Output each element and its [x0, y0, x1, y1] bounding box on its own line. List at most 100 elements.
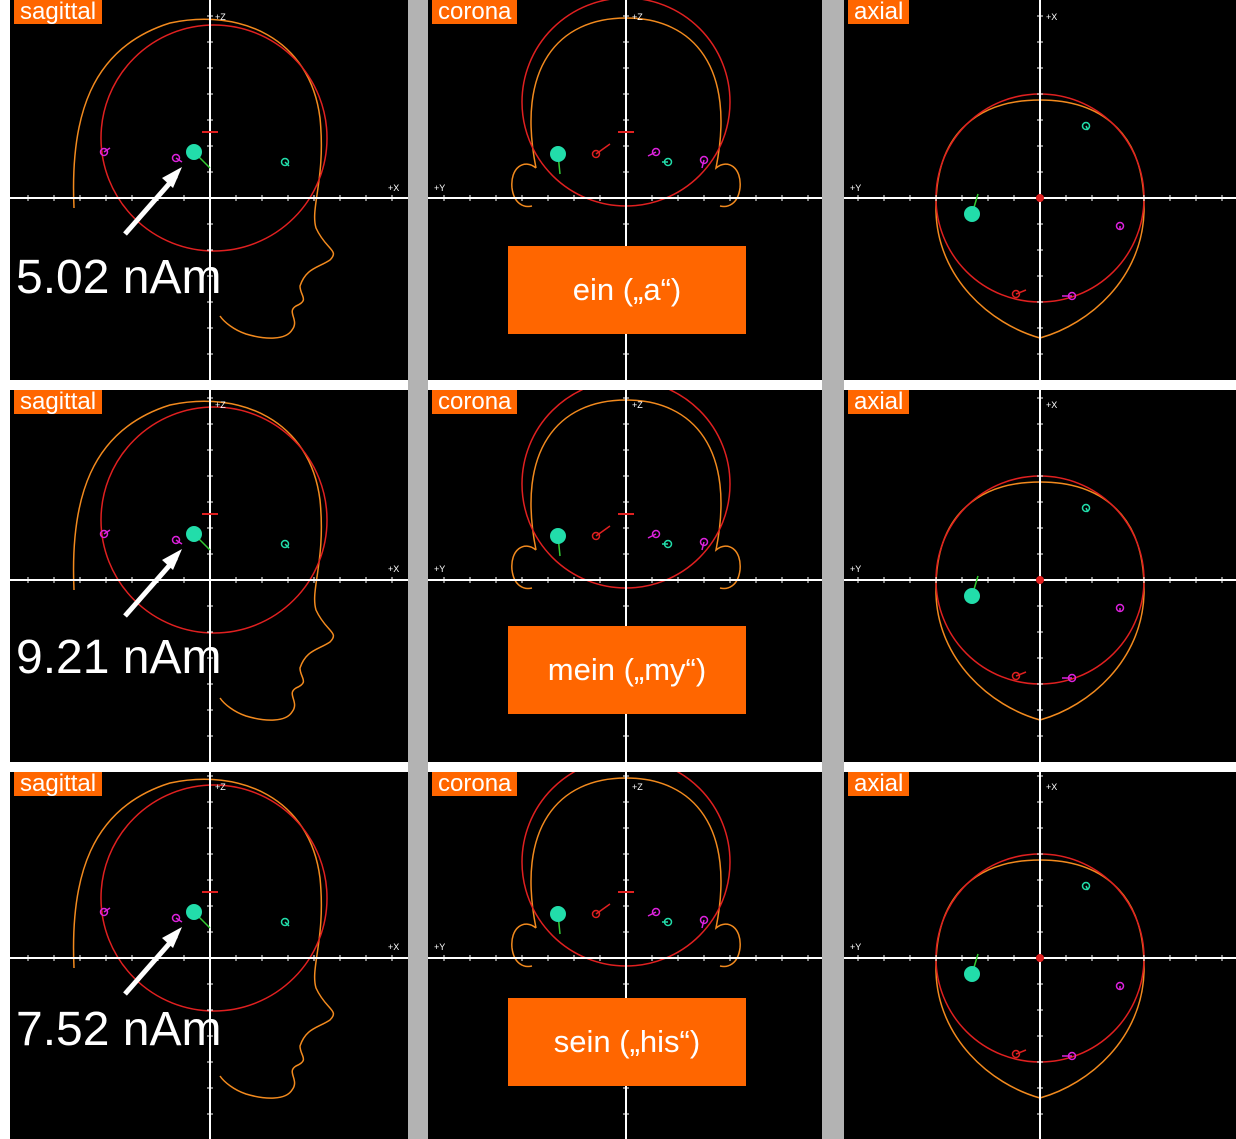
- coronal-panel: corona +Z +Y mein („my“): [428, 390, 822, 762]
- pointer-arrow: [123, 174, 178, 236]
- dipole-marker: [1011, 1049, 1021, 1059]
- dipole-marker: [651, 907, 661, 917]
- view-label: axial: [848, 390, 910, 414]
- axis-label-left: +Y: [434, 942, 446, 952]
- pointer-arrow: [123, 556, 178, 618]
- dipole-orientation-line: [595, 143, 611, 155]
- column-separator: [822, 0, 844, 1139]
- dipole-marker: [699, 915, 709, 925]
- sphere-center-marker: [1036, 576, 1044, 584]
- dipole-marker: [699, 155, 709, 165]
- axial-panel: axial +X +Y: [844, 772, 1236, 1139]
- sphere-center-marker: [1036, 194, 1044, 202]
- pointer-arrow-head: [162, 167, 182, 188]
- main-dipole: [550, 146, 566, 162]
- dipole-marker: [591, 531, 601, 541]
- dipole-orientation-line: [284, 921, 290, 927]
- dipole-orientation-line: [647, 151, 657, 157]
- main-dipole: [550, 528, 566, 544]
- view-label: sagittal: [14, 772, 103, 796]
- dipole-marker: [99, 147, 109, 157]
- pointer-arrow: [123, 934, 178, 996]
- axial-panel: axial +X +Y: [844, 390, 1236, 762]
- dipole-marker: [1067, 291, 1077, 301]
- dipole-orientation-line: [1015, 1049, 1027, 1055]
- dipole-orientation-line: [647, 533, 657, 539]
- dipole-moment-value: 7.52 nAm: [16, 1003, 222, 1056]
- word-condition-box: sein („his“): [508, 998, 746, 1086]
- pointer-arrow-head: [162, 927, 182, 948]
- dipole-orientation-line: [1015, 289, 1027, 295]
- dipole-marker: [591, 909, 601, 919]
- dipole-marker: [171, 535, 181, 545]
- head-sphere-model: [100, 24, 328, 252]
- head-outline: [935, 99, 1145, 339]
- head-outline: [935, 859, 1145, 1099]
- sagittal-plot: [10, 390, 408, 762]
- head-outline: [72, 18, 335, 339]
- dipole-marker: [171, 153, 181, 163]
- axis-label-top: +X: [1046, 782, 1058, 792]
- dipole-marker: [280, 917, 290, 927]
- axial-plot: [844, 390, 1236, 762]
- head-outline: [511, 17, 741, 208]
- main-dipole: [964, 588, 980, 604]
- view-label: corona: [432, 0, 518, 24]
- dipole-marker: [651, 529, 661, 539]
- axis-label-top: +Z: [215, 782, 226, 792]
- dipole-marker: [280, 157, 290, 167]
- view-label: sagittal: [14, 390, 103, 414]
- dipole-marker: [1115, 221, 1125, 231]
- sagittal-plot: [10, 772, 408, 1139]
- main-dipole: [550, 906, 566, 922]
- coronal-panel: corona +Z +Y ein („a“): [428, 0, 822, 380]
- view-label: axial: [848, 772, 910, 796]
- dipole-orientation-line: [647, 911, 657, 917]
- dipole-marker: [1011, 671, 1021, 681]
- axis-label-right: +X: [388, 942, 400, 952]
- dipole-marker: [1067, 673, 1077, 683]
- dipole-marker: [1081, 503, 1091, 513]
- dipole-marker: [1011, 289, 1021, 299]
- dipole-marker: [663, 917, 673, 927]
- axial-panel: axial +X +Y: [844, 0, 1236, 380]
- head-outline: [935, 481, 1145, 721]
- axis-label-top: +Z: [632, 782, 643, 792]
- dipole-marker: [1067, 1051, 1077, 1061]
- dipole-orientation-line: [595, 903, 611, 915]
- head-outline: [72, 778, 335, 1099]
- dipole-marker: [1081, 881, 1091, 891]
- dipole-marker: [663, 157, 673, 167]
- dipole-marker: [99, 907, 109, 917]
- sphere-center-marker: [1036, 954, 1044, 962]
- head-outline: [511, 399, 741, 590]
- dipole-orientation-line: [1015, 671, 1027, 677]
- main-dipole: [186, 904, 202, 920]
- dipole-marker: [591, 149, 601, 159]
- dipole-marker: [1115, 603, 1125, 613]
- column-separator: [408, 0, 428, 1139]
- axis-label-left: +Y: [850, 183, 862, 193]
- axis-label-top: +Z: [215, 400, 226, 410]
- axis-label-left: +Y: [434, 564, 446, 574]
- head-outline: [511, 777, 741, 968]
- view-label: sagittal: [14, 0, 103, 24]
- axis-label-top: +Z: [632, 12, 643, 22]
- main-dipole: [186, 526, 202, 542]
- view-label: axial: [848, 0, 910, 24]
- dipole-marker: [1115, 981, 1125, 991]
- head-outline: [72, 400, 335, 721]
- axis-label-right: +X: [388, 564, 400, 574]
- dipole-orientation-line: [595, 525, 611, 537]
- dipole-marker: [663, 539, 673, 549]
- dipole-marker: [280, 539, 290, 549]
- dipole-orientation-line: [284, 161, 290, 167]
- sagittal-panel: sagittal +Z +X 5.02 nAm: [10, 0, 408, 380]
- sagittal-plot: [10, 0, 408, 380]
- dipole-marker: [651, 147, 661, 157]
- head-sphere-model: [100, 784, 328, 1012]
- dipole-orientation-line: [284, 543, 290, 549]
- view-label: corona: [432, 772, 518, 796]
- dipole-marker: [1081, 121, 1091, 131]
- main-dipole: [964, 206, 980, 222]
